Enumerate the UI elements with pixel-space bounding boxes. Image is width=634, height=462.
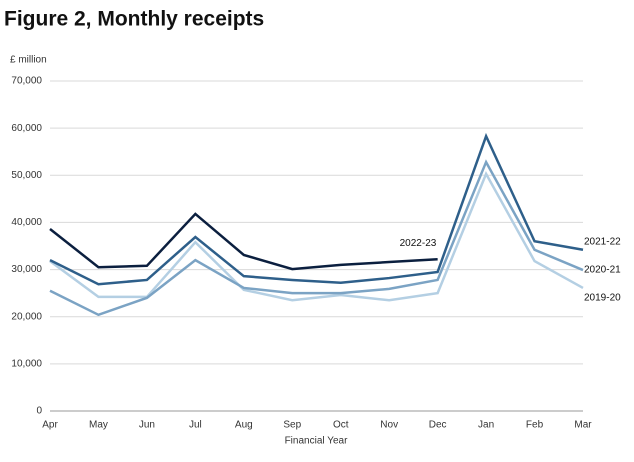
y-tick-label: 10,000 xyxy=(11,358,42,369)
x-tick-label: Sep xyxy=(283,420,301,431)
x-tick-label: Jun xyxy=(139,420,155,431)
series-label: 2021-22 xyxy=(584,236,621,247)
x-tick-label: Jan xyxy=(478,420,494,431)
series-line xyxy=(49,170,584,302)
y-tick-label: 40,000 xyxy=(11,217,42,228)
y-tick-label: 70,000 xyxy=(11,76,42,87)
x-tick-label: Aug xyxy=(235,420,253,431)
x-tick-label: May xyxy=(89,420,108,431)
series-line xyxy=(49,132,584,286)
x-tick-label: Jul xyxy=(189,420,202,431)
x-axis-label: Financial Year xyxy=(285,436,348,447)
x-tick-label: Mar xyxy=(574,420,592,431)
series-label: 2022-23 xyxy=(400,238,437,249)
x-tick-label: Feb xyxy=(526,420,544,431)
y-tick-label: 50,000 xyxy=(11,170,42,181)
y-tick-label: 60,000 xyxy=(11,123,42,134)
y-axis-label: £ million xyxy=(10,55,47,66)
y-tick-label: 0 xyxy=(36,406,42,417)
series-line xyxy=(49,159,584,317)
series-label: 2019-20 xyxy=(584,293,621,304)
x-tick-label: Oct xyxy=(333,420,349,431)
x-tick-label: Dec xyxy=(429,420,447,431)
y-tick-label: 20,000 xyxy=(11,311,42,322)
x-tick-label: Nov xyxy=(380,420,398,431)
chart-title: Figure 2, Monthly receipts xyxy=(4,8,264,31)
x-tick-label: Apr xyxy=(42,420,58,431)
series-line xyxy=(49,212,438,271)
y-tick-label: 30,000 xyxy=(11,264,42,275)
series-label: 2020-21 xyxy=(584,265,621,276)
